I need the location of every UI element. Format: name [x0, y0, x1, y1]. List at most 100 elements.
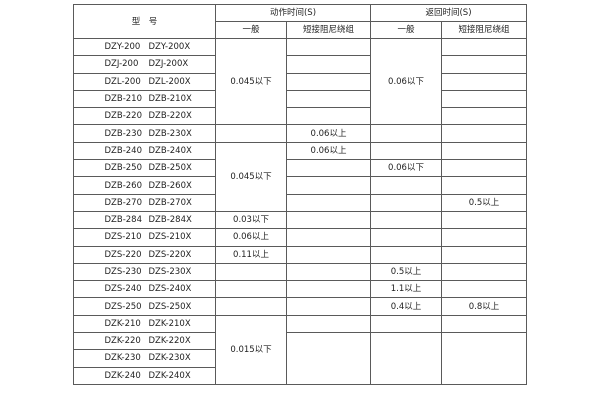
- model-name: DZK-240: [104, 370, 141, 381]
- table-row: DZB-210 DZB-210X: [73, 89, 527, 109]
- action-short-damping-header: 短接阻尼绕组: [286, 21, 371, 39]
- model-x-variant: DZS-250X: [148, 301, 192, 312]
- value-cell: [286, 107, 371, 126]
- model-cell: DZS-240 DZS-240X: [73, 280, 216, 299]
- value-cell: [286, 89, 371, 109]
- value-cell: 1.1以上: [370, 280, 442, 299]
- table-row: DZY-200 DZY-200X 0.045以下 0.06以下: [73, 37, 527, 126]
- model-cell: DZS-220 DZS-220X: [73, 245, 216, 264]
- table-row: DZJ-200 DZJ-200X: [73, 55, 527, 74]
- value-cell: [215, 124, 287, 143]
- table-row: DZB-284 DZB-284X 0.03以下: [73, 210, 527, 230]
- value-cell: 0.015以下: [215, 314, 287, 385]
- model-name: DZS-240: [104, 284, 142, 295]
- model-x-variant: DZB-220X: [148, 111, 192, 122]
- model-x-variant: DZS-240X: [148, 284, 192, 295]
- table-row: DZK-220 DZK-220X: [73, 332, 527, 385]
- table-row: DZK-210 DZK-210X 0.015以下: [73, 314, 527, 385]
- value-cell: 0.045以下: [215, 37, 287, 126]
- value-cell: [370, 193, 442, 212]
- table-row: DZS-240 DZS-240X 1.1以上: [73, 280, 527, 299]
- value-cell: [441, 55, 527, 74]
- value-cell: 0.03以下: [215, 210, 287, 230]
- model-name: DZB-230: [104, 128, 143, 139]
- value-cell: [441, 332, 527, 385]
- model-x-variant: DZL-200X: [148, 76, 191, 87]
- model-cell: DZK-210 DZK-210X: [73, 314, 216, 334]
- value-cell: [441, 159, 527, 178]
- value-cell: [441, 107, 527, 126]
- value-cell: [441, 124, 527, 143]
- value-cell: 0.8以上: [441, 297, 527, 316]
- value-cell: 0.5以上: [370, 262, 442, 282]
- value-cell: 0.06以上: [286, 141, 371, 161]
- value-cell: 0.06以下: [370, 159, 442, 178]
- header-row-2: 一般 短接阻尼绕组 一般 短接阻尼绕组: [74, 21, 527, 39]
- value-cell: [441, 210, 527, 230]
- value-cell: [286, 72, 371, 91]
- value-cell: [441, 141, 527, 161]
- value-cell: [441, 37, 527, 57]
- model-name: DZB-220: [104, 111, 143, 122]
- model-name: DZK-230: [104, 353, 141, 364]
- value-cell: [370, 332, 442, 385]
- model-cell: DZB-220 DZB-220X: [73, 107, 216, 126]
- model-cell: DZK-240 DZK-240X: [73, 366, 216, 385]
- model-cell: DZK-220 DZK-220X: [73, 332, 216, 351]
- model-header: 型 号: [73, 4, 216, 39]
- model-x-variant: DZK-210X: [148, 318, 191, 329]
- value-cell: [286, 297, 371, 316]
- model-x-variant: DZB-230X: [148, 128, 192, 139]
- table-row: DZK-230 DZK-230X: [73, 349, 527, 368]
- model-x-variant: DZY-200X: [148, 42, 191, 53]
- table-row: DZB-230 DZB-230X 0.06以上: [73, 124, 527, 143]
- model-name: DZB-270: [104, 197, 143, 208]
- value-cell: [286, 245, 371, 264]
- value-cell: [286, 159, 371, 178]
- value-cell: [286, 332, 371, 385]
- table-row: DZS-210 DZS-210X 0.06以上: [73, 228, 527, 247]
- table-row: DZS-220 DZS-220X 0.11以上: [73, 245, 527, 264]
- action-general-header: 一般: [215, 21, 287, 39]
- model-cell: DZB-250 DZB-250X: [73, 159, 216, 178]
- model-cell: DZJ-200 DZJ-200X: [73, 55, 216, 74]
- value-cell: [286, 37, 371, 57]
- value-cell: [370, 141, 442, 161]
- model-x-variant: DZB-260X: [148, 180, 192, 191]
- value-cell: [286, 193, 371, 212]
- value-cell: 0.5以上: [441, 193, 527, 212]
- model-x-variant: DZB-250X: [148, 163, 192, 174]
- model-name: DZB-240: [104, 145, 143, 156]
- value-cell: [286, 280, 371, 299]
- value-cell: 0.06以下: [370, 37, 442, 126]
- model-x-variant: DZK-230X: [148, 353, 191, 364]
- value-cell: [286, 176, 371, 195]
- value-cell: [441, 262, 527, 282]
- model-cell: DZS-210 DZS-210X: [73, 228, 216, 247]
- return-general-header: 一般: [370, 21, 442, 39]
- value-cell: [215, 280, 287, 299]
- model-name: DZS-220: [104, 249, 142, 260]
- value-cell: [370, 314, 442, 334]
- model-x-variant: DZB-270X: [148, 197, 192, 208]
- return-time-header: 返回时间(S): [370, 4, 527, 22]
- table-row: DZS-230 DZS-230X 0.5以上: [73, 262, 527, 282]
- model-name: DZS-230: [104, 267, 142, 277]
- table-row: DZB-220 DZB-220X: [73, 107, 527, 126]
- value-cell: [370, 176, 442, 195]
- model-name: DZB-260: [104, 180, 143, 191]
- table-row: DZB-240 DZB-240X 0.045以下 0.06以上: [73, 141, 527, 212]
- table-row: DZK-240 DZK-240X: [73, 366, 527, 385]
- table-row: DZB-250 DZB-250X 0.06以下: [73, 159, 527, 178]
- value-cell: [215, 297, 287, 316]
- value-cell: [286, 55, 371, 74]
- model-cell: DZL-200 DZL-200X: [73, 72, 216, 91]
- model-x-variant: DZB-210X: [148, 94, 192, 105]
- value-cell: [286, 314, 371, 334]
- model-name: DZJ-200: [104, 59, 139, 70]
- model-name: DZS-250: [104, 301, 142, 312]
- model-cell: DZB-270 DZB-270X: [73, 193, 216, 212]
- value-cell: [441, 228, 527, 247]
- model-name: DZY-200: [104, 42, 141, 53]
- model-cell: DZB-240 DZB-240X: [73, 141, 216, 161]
